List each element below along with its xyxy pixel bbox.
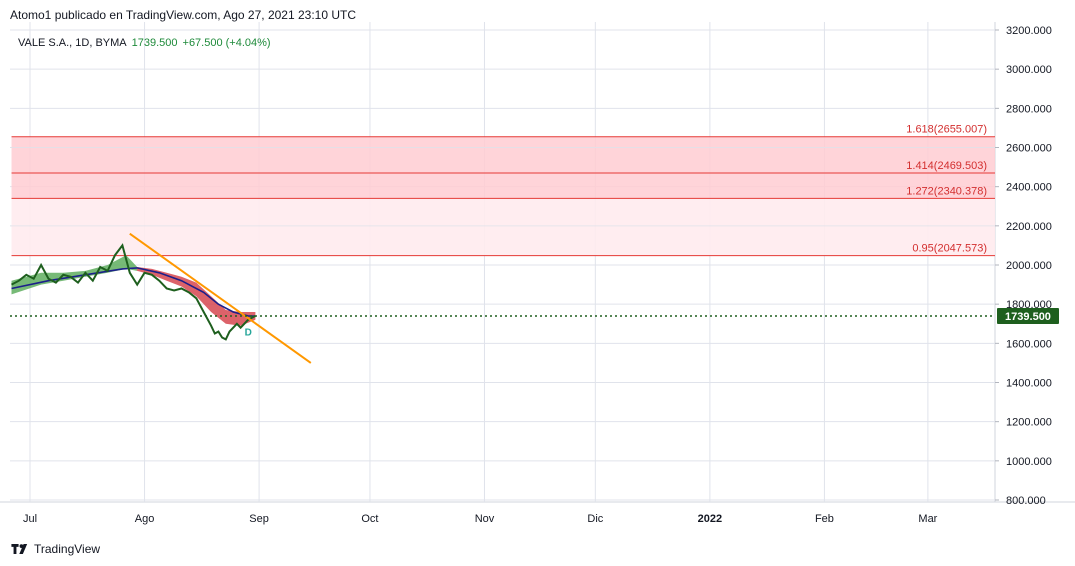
tradingview-brand: TradingView [34,542,101,556]
legend-price: 1739.500 [132,37,178,49]
x-tick-label: Jul [23,513,37,525]
fib-level-label: 1.414(2469.503) [906,160,987,172]
fib-level-label: 1.272(2340.378) [906,185,987,197]
last-price-badge [997,308,1059,325]
x-tick-label: Ago [135,513,155,525]
y-tick-label: 1400.000 [1006,378,1052,390]
tradingview-logo-icon [11,544,28,554]
price-chart[interactable]: 3200.000 3000.000 2800.000 2600.000 2400.000… [0,22,1075,532]
chart-legend: VALE S.A., 1D, BYMA 1739.500 +67.500 (+4.0… [18,37,271,49]
x-tick-label: Oct [361,513,378,525]
x-tick-label: Feb [815,513,834,525]
legend-change: +67.500 (+4.04%) [183,37,271,49]
x-tick-label: Dic [587,513,603,525]
y-tick-label: 2400.000 [1006,182,1052,194]
trendline[interactable] [129,232,312,364]
indicator-cloud [11,255,256,326]
x-tick-label: Sep [249,513,269,525]
x-tick-label: Mar [918,513,937,525]
signal-marker-label: D [245,328,252,339]
fib-level-label: 0.95(2047.573) [912,243,987,255]
y-tick-label: 2600.000 [1006,143,1052,155]
price-line[interactable] [11,243,256,341]
publisher-caption: Atomo1 publicado en TradingView.com, Ago… [10,8,357,22]
y-tick-label: 2800.000 [1006,103,1052,115]
y-tick-label: 1000.000 [1006,456,1052,468]
y-tick-label: 1600.000 [1006,338,1052,350]
y-tick-label: 3000.000 [1006,64,1052,76]
last-price-badge-label: 1739.500 [1005,311,1051,323]
chart-area[interactable]: 3200.000 3000.000 2800.000 2600.000 2400.000… [0,22,1075,532]
fib-level-label: 1.618(2655.007) [906,124,987,136]
y-tick-label: 2200.000 [1006,221,1052,233]
x-tick-label: 2022 [698,513,722,525]
y-tick-label: 2000.000 [1006,260,1052,272]
footer: TradingView [10,540,100,558]
legend-symbol: VALE S.A., 1D, BYMA [18,37,127,49]
fib-zone-lower [11,198,995,256]
x-tick-label: Nov [475,513,495,525]
y-tick-label: 800.000 [1006,495,1046,507]
y-tick-label: 3200.000 [1006,25,1052,37]
moving-average-line [11,267,256,317]
y-tick-label: 1200.000 [1006,417,1052,429]
fib-zone-upper [11,136,995,199]
